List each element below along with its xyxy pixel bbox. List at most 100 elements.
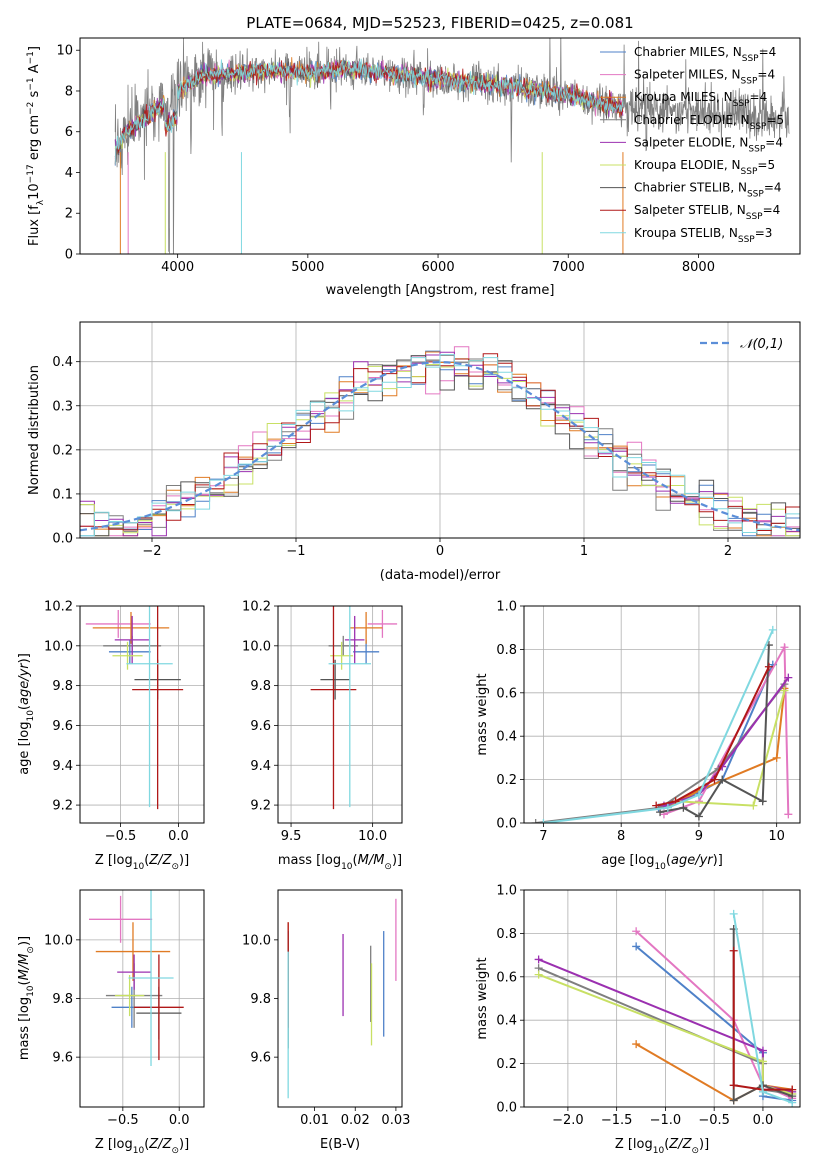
mass-weight-marker — [784, 810, 793, 819]
x-tick-label: −1 — [286, 544, 305, 559]
y-tick-label: 9.4 — [52, 759, 73, 774]
age-vs-mass-frame: 9.5 10.0 9.2 9.4 9.6 9.8 10.0 10.2 — [242, 600, 403, 844]
y-tick-label: 9.6 — [52, 1051, 73, 1066]
y-tick-label: 9.8 — [250, 992, 271, 1007]
y-tick-label: 9.8 — [52, 992, 73, 1007]
legend-entry: Kroupa ELODIE, NSSP=5 — [634, 158, 775, 177]
x-tick-label: 2 — [724, 544, 732, 559]
mass-vs-ebv-x-label: E(B-V) — [320, 1137, 360, 1152]
age-vs-Z-frame: −0.5 0.0 9.2 9.4 9.6 9.8 10.0 10.2 — [44, 600, 205, 844]
x-tick-label: 9 — [695, 829, 703, 844]
axes-frame — [523, 605, 801, 824]
mass-weight-marker — [632, 1040, 641, 1049]
mass-weight-marker — [531, 819, 540, 823]
mass-weight-marker — [780, 686, 789, 695]
mass-vs-Z-plot-area — [89, 890, 184, 1066]
spectrum-plot-area — [114, 38, 790, 254]
mass-weight-marker — [694, 812, 703, 821]
x-tick-label: 4000 — [161, 260, 194, 275]
mass-weight-marker — [768, 625, 777, 634]
mass-weight-marker — [729, 1096, 738, 1105]
x-tick-label: 0.0 — [169, 1113, 190, 1128]
legend-entry: Kroupa MILES, NSSP=4 — [634, 90, 767, 109]
mass-weight-vs-Z-x-label: Z [log10(Z/Z⊙)] — [615, 1137, 709, 1156]
histogram-step — [80, 354, 800, 538]
x-tick-label: −1.5 — [601, 1113, 633, 1128]
mass-weight-vs-age-y-label: mass weight — [475, 673, 490, 755]
mass-weight-marker — [632, 942, 641, 951]
y-tick-label: 0.6 — [496, 686, 517, 701]
mass-weight-marker — [758, 1057, 767, 1066]
y-tick-label: 9.2 — [52, 799, 73, 814]
x-tick-label: 10 — [768, 829, 785, 844]
y-tick-label: 1.0 — [496, 600, 517, 615]
y-tick-label: 0.4 — [496, 1014, 517, 1029]
y-tick-label: 9.4 — [250, 759, 271, 774]
mass-vs-Z-y-label: mass [log10(M/M⊙)] — [17, 936, 36, 1060]
y-tick-label: 9.8 — [52, 679, 73, 694]
x-tick-label: 9.5 — [281, 829, 302, 844]
mass-weight-marker — [694, 790, 703, 799]
x-tick-label: −0.5 — [107, 1113, 139, 1128]
spectrum-y-label: Flux [fλ10−17 erg cm−2 s−1 A−1] — [26, 46, 46, 246]
y-tick-label: 0.0 — [496, 817, 517, 832]
mass-vs-Z-axes — [80, 890, 204, 1107]
x-tick-label: −2.0 — [552, 1113, 584, 1128]
y-tick-label: 1.0 — [496, 884, 517, 899]
x-tick-label: 0 — [436, 544, 444, 559]
mass-weight-marker — [784, 673, 793, 682]
y-tick-label: 0.8 — [496, 927, 517, 942]
mass-weight-marker — [758, 1046, 767, 1055]
y-tick-label: 0.2 — [52, 443, 73, 458]
model-spectrum-line — [114, 59, 624, 165]
mass-weight-line — [663, 643, 790, 816]
mass-weight-line — [655, 666, 770, 807]
age-vs-mass-axes — [278, 605, 402, 823]
x-tick-label: −0.5 — [105, 829, 137, 844]
y-tick-label: 4 — [65, 166, 73, 181]
mass-weight-marker — [729, 909, 738, 918]
x-tick-label: −0.5 — [698, 1113, 730, 1128]
mass-vs-ebv-plot-area — [287, 898, 397, 1099]
legend-entry: Salpeter ELODIE, NSSP=4 — [634, 135, 783, 154]
y-tick-label: 0.0 — [496, 1101, 517, 1116]
legend-entry: Kroupa STELIB, NSSP=3 — [634, 226, 772, 245]
mass-weight-line — [732, 950, 793, 1091]
y-tick-label: 10.0 — [242, 933, 271, 948]
x-tick-label: 0.02 — [341, 1113, 370, 1128]
age-vs-mass-x-label: mass [log10(M/M⊙)] — [278, 853, 402, 872]
axes-frame — [277, 605, 403, 824]
y-tick-label: 0.3 — [52, 399, 73, 414]
x-tick-label: 5000 — [291, 260, 324, 275]
y-tick-label: 10.0 — [44, 933, 73, 948]
y-tick-label: 9.2 — [250, 799, 271, 814]
spectrum-legend: Chabrier MILES, NSSP=4 Salpeter MILES, NS… — [600, 45, 784, 245]
axes-frame — [79, 37, 801, 255]
x-tick-label: 6000 — [422, 260, 455, 275]
mass-weight-marker — [788, 1098, 797, 1107]
x-tick-label: −1.0 — [650, 1113, 682, 1128]
y-tick-label: 10 — [56, 44, 73, 59]
y-tick-label: 8 — [65, 84, 73, 99]
normal-curve — [80, 360, 800, 532]
y-tick-label: 0.2 — [496, 773, 517, 788]
x-tick-label: 7000 — [552, 260, 585, 275]
residual-histogram-frame: −2 −1 0 1 2 0.0 0.1 0.2 0.3 0.4 — [52, 321, 801, 559]
spectrum-frame: 4000 5000 6000 7000 8000 0 2 4 6 8 10 — [56, 37, 801, 275]
y-tick-label: 0.4 — [52, 355, 73, 370]
x-tick-label: 8000 — [682, 260, 715, 275]
legend-entry: Salpeter MILES, NSSP=4 — [634, 68, 775, 87]
y-tick-label: 0.6 — [496, 970, 517, 985]
residual-histogram-axes — [80, 322, 800, 539]
y-tick-label: 0.2 — [496, 1057, 517, 1072]
hist-legend: 𝒩(0,1) — [700, 337, 783, 352]
y-tick-label: 9.6 — [250, 1051, 271, 1066]
legend-entry: Chabrier STELIB, NSSP=4 — [634, 181, 782, 200]
mass-weight-line — [543, 629, 774, 823]
x-tick-label: 8 — [617, 829, 625, 844]
mass-weight-marker — [679, 803, 688, 812]
y-tick-label: 10.0 — [242, 639, 271, 654]
mass-weight-line — [535, 683, 786, 823]
x-tick-label: 0.01 — [300, 1113, 329, 1128]
